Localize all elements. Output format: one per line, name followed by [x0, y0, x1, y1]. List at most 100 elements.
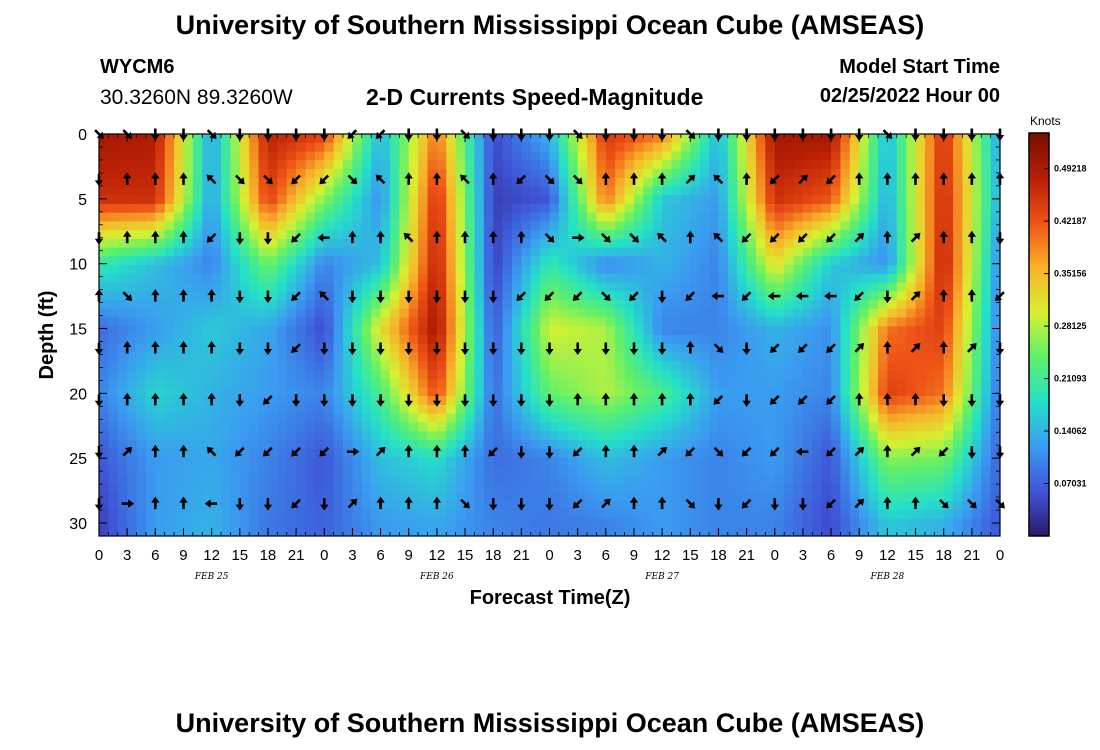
heat-cell [117, 291, 128, 301]
heat-cell [624, 168, 635, 179]
heat-cell [427, 134, 438, 144]
heat-cell [502, 168, 513, 179]
heat-cell [774, 326, 785, 336]
heat-cell [774, 142, 785, 153]
heat-cell [755, 448, 766, 458]
heat-cell [652, 221, 663, 231]
heat-cell [962, 509, 973, 520]
heat-cell [436, 343, 447, 354]
heat-cell [981, 168, 992, 179]
current-arrow-head [489, 349, 498, 355]
heat-cell [277, 509, 288, 520]
heat-cell [371, 387, 382, 397]
heat-cell [267, 326, 278, 336]
heat-cell [286, 404, 297, 415]
current-arrow [967, 172, 976, 185]
heat-cell [859, 247, 870, 257]
heat-cell [455, 291, 466, 301]
heat-cell [652, 413, 663, 423]
heat-cell [596, 457, 607, 467]
heat-cell [990, 134, 1000, 144]
heat-cell [680, 291, 691, 301]
heat-cell [117, 343, 128, 354]
heat-cell [99, 273, 109, 284]
heat-cell [840, 492, 851, 502]
heat-cell [530, 474, 541, 485]
heat-cell [727, 492, 738, 502]
heat-cell [868, 343, 879, 354]
heat-cell [934, 483, 945, 493]
heat-cell [314, 273, 325, 284]
heat-cell [840, 186, 851, 196]
heat-cell [155, 509, 166, 520]
heat-cell [943, 291, 954, 301]
heat-cell [117, 474, 128, 485]
heat-cell [962, 134, 973, 144]
heat-cell [793, 466, 804, 476]
heat-cell [305, 291, 316, 301]
heat-cell [587, 282, 598, 292]
current-arrow [207, 341, 216, 354]
heat-cell [249, 238, 260, 249]
current-arrow-head [769, 235, 778, 243]
heat-cell [896, 134, 907, 144]
heat-cell [605, 308, 616, 319]
heat-cell [446, 378, 457, 389]
heat-cell [624, 518, 635, 528]
heat-cell [136, 317, 147, 327]
heat-cell [408, 396, 419, 406]
heat-cell [502, 134, 513, 144]
heat-cell [774, 221, 785, 231]
heat-cell [652, 168, 663, 179]
heat-cell [690, 343, 701, 354]
heat-cell [990, 413, 1000, 423]
heat-cell [155, 518, 166, 528]
heat-cell [784, 186, 795, 196]
heat-cell [155, 404, 166, 415]
heat-cell [343, 431, 354, 441]
heat-cell [793, 361, 804, 371]
heat-cell [277, 387, 288, 397]
heat-cell [971, 369, 982, 380]
heat-cell [746, 317, 757, 327]
heat-cell [924, 492, 935, 502]
heat-cell [746, 466, 757, 476]
heat-cell [493, 474, 504, 485]
heat-cell [465, 387, 476, 397]
heat-cell [643, 518, 654, 528]
heat-cell [549, 317, 560, 327]
heat-cell [774, 431, 785, 441]
heat-cell [577, 509, 588, 520]
heat-cell [953, 335, 964, 345]
heat-cell [361, 457, 372, 467]
heat-cell [840, 300, 851, 310]
heat-cell [239, 501, 250, 511]
heat-cell [784, 518, 795, 528]
heat-cell [455, 518, 466, 528]
heat-cell [718, 273, 729, 284]
current-arrow [573, 392, 582, 406]
heat-cell [530, 422, 541, 432]
heat-cell [389, 448, 400, 458]
heat-cell [249, 212, 260, 222]
heat-cell [577, 387, 588, 397]
current-arrow [826, 394, 836, 405]
heat-cell [192, 335, 203, 345]
heat-cell [258, 142, 269, 153]
heat-cell [615, 238, 626, 249]
heat-cell [117, 151, 128, 161]
heat-cell [953, 352, 964, 362]
current-arrow [967, 230, 976, 244]
heat-cell [868, 466, 879, 476]
heat-cell [577, 361, 588, 371]
heat-cell [643, 238, 654, 249]
current-arrow [320, 394, 329, 407]
heat-cell [399, 352, 410, 362]
heat-cell [624, 501, 635, 511]
heat-cell [136, 352, 147, 362]
heat-cell [164, 134, 175, 144]
heat-cell [155, 466, 166, 476]
heat-cell [868, 317, 879, 327]
heat-cell [962, 308, 973, 319]
heat-cell [192, 352, 203, 362]
